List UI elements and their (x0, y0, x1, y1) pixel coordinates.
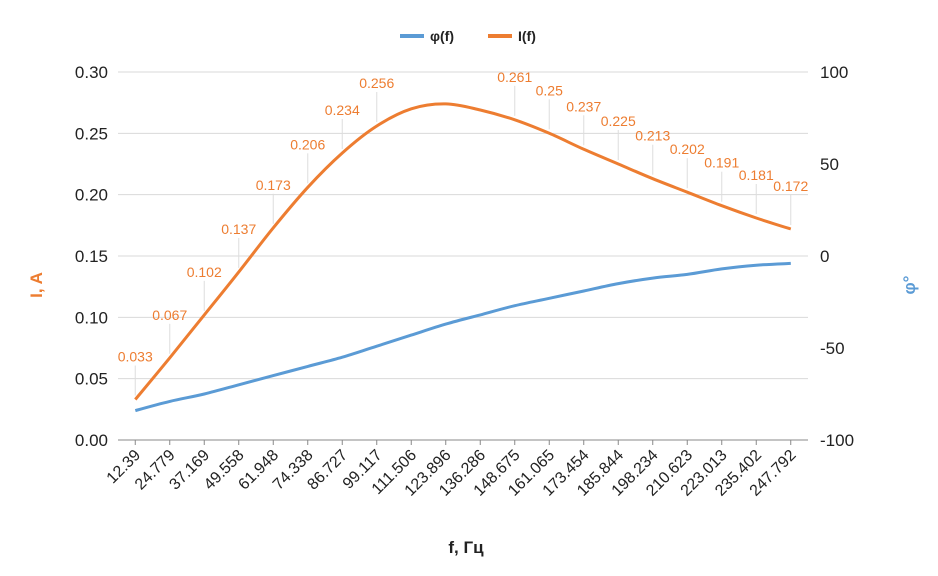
data-label: 0.172 (773, 178, 808, 194)
data-label: 0.033 (118, 349, 153, 365)
left-y-axis: 0.00 0.05 0.10 0.15 0.20 0.25 0.30 (75, 63, 108, 450)
data-label: 0.213 (635, 128, 670, 144)
legend: φ(f) I(f) (400, 28, 536, 44)
right-y-tick-label: 100 (820, 63, 848, 82)
data-label: 0.25 (536, 82, 563, 98)
data-label: 0.206 (290, 136, 325, 152)
legend-label-current: I(f) (518, 28, 536, 44)
series-line-current (134, 102, 792, 401)
left-y-tick-label: 0.05 (75, 370, 108, 389)
series-line-phi (134, 261, 791, 413)
x-axis: 12.3924.77937.16949.55861.94874.33886.72… (104, 440, 800, 500)
data-label: 0.137 (221, 221, 256, 237)
right-y-tick-label: -100 (820, 431, 854, 450)
x-axis-title: f, Гц (448, 538, 484, 557)
right-y-axis: -100 -50 0 50 100 (820, 63, 854, 450)
data-label: 0.256 (359, 75, 394, 91)
left-y-tick-label: 0.10 (75, 308, 108, 327)
right-y-tick-label: -50 (820, 339, 845, 358)
left-y-tick-label: 0.30 (75, 63, 108, 82)
left-y-tick-label: 0.00 (75, 431, 108, 450)
data-label: 0.191 (704, 155, 739, 171)
data-label: 0.067 (152, 307, 187, 323)
data-label: 0.181 (739, 167, 774, 183)
left-y-tick-label: 0.20 (75, 186, 108, 205)
right-y-tick-label: 0 (820, 247, 829, 266)
data-label: 0.202 (670, 141, 705, 157)
series-layer (134, 102, 792, 413)
left-y-axis-title: I, A (27, 272, 46, 298)
left-y-tick-label: 0.15 (75, 247, 108, 266)
data-label: 0.234 (325, 102, 360, 118)
data-label: 0.225 (601, 113, 636, 129)
data-label: 0.237 (566, 98, 601, 114)
right-y-axis-title: φ° (900, 275, 919, 294)
gridlines (118, 71, 808, 441)
data-label: 0.261 (497, 69, 532, 85)
legend-label-phi: φ(f) (430, 28, 454, 44)
data-label: 0.102 (187, 264, 222, 280)
right-y-tick-label: 50 (820, 155, 839, 174)
data-labels: 0.033 0.067 0.102 0.137 0.173 0.206 0.234 0.256… (118, 69, 808, 396)
left-y-tick-label: 0.25 (75, 124, 108, 143)
data-label: 0.173 (256, 177, 291, 193)
